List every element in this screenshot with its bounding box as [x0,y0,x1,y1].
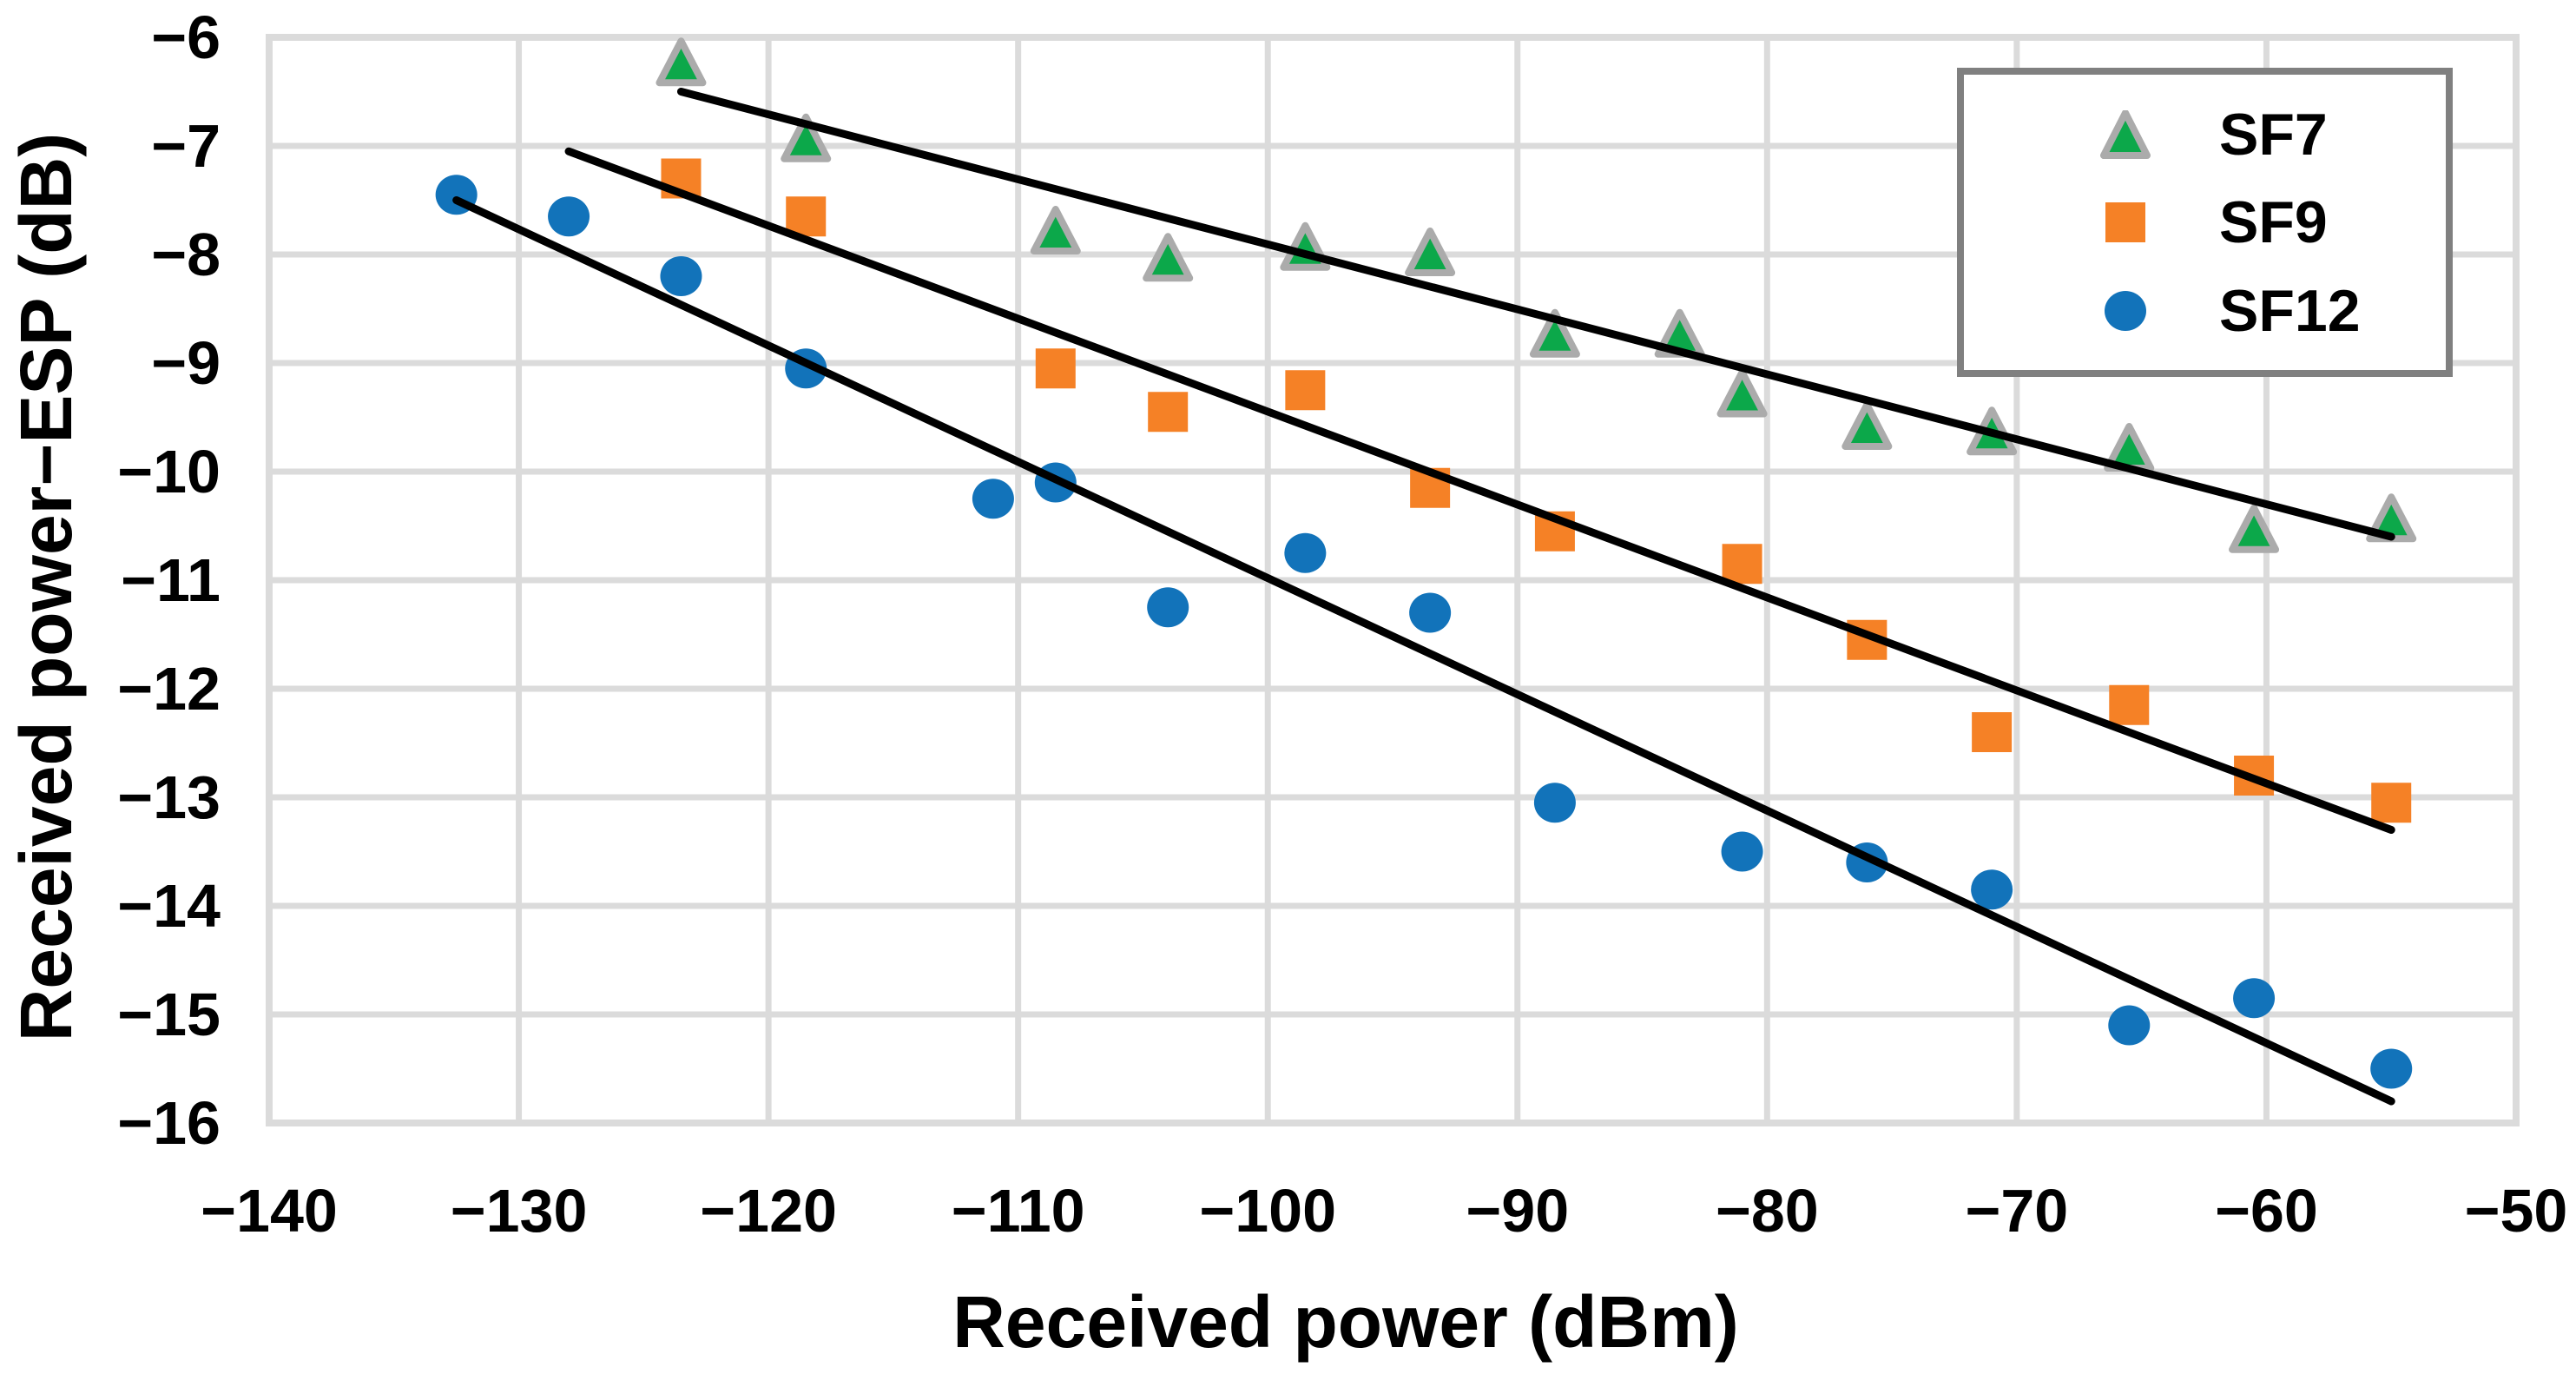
y-tick-label: −9 [151,329,221,397]
y-tick-label: −14 [117,872,221,940]
x-tick-label: −100 [1199,1177,1336,1245]
x-tick-label: −70 [1966,1177,2069,1245]
square-icon [2105,202,2145,242]
y-tick-label: −11 [121,546,221,614]
legend-item-sf7: SF7 [2099,101,2446,168]
square-glyph [2105,202,2145,242]
sf12-circle-marker [972,479,1014,519]
trendline-sf12 [452,196,2395,1106]
sf7-triangle-marker [1716,368,1768,418]
x-tick-label: −60 [2215,1177,2318,1245]
x-tick-label: −140 [201,1177,338,1245]
sf7-triangle-marker [1030,206,1081,254]
sf9-square-marker [2371,783,2412,823]
sf12-circle-marker [1533,783,1576,823]
y-tick-label: −13 [117,763,221,831]
sf7-triangle-marker [1841,401,1893,450]
y-tick-label: −16 [117,1089,221,1157]
y-tick-label: −15 [117,981,221,1048]
sf9-square-marker [1035,348,1076,389]
x-tick-label: −130 [451,1177,588,1245]
sf12-circle-marker [548,196,590,237]
sf9-square-marker [1148,392,1189,433]
sf12-circle-marker [2370,1048,2413,1089]
triangle-glyph [2100,109,2151,159]
circle-icon [2105,290,2146,331]
trendline-sf9 [564,147,2395,834]
legend: SF7 SF9 SF12 [1957,68,2453,377]
x-tick-label: −90 [1466,1177,1569,1245]
sf9-square-marker [1972,712,2013,752]
sf7-triangle-marker [1529,308,1580,358]
y-tick-label: −7 [151,112,221,180]
sf9-square-marker [786,196,827,237]
sf7-triangle-marker [2229,504,2280,553]
sf9-square-marker [1722,544,1762,585]
x-tick-label: −110 [952,1177,1085,1245]
sf12-circle-marker [1284,532,1327,573]
sf7-triangle-marker [781,113,832,162]
x-tick-label: −120 [700,1177,837,1245]
y-tick-label: −6 [151,3,221,71]
sf12-circle-marker [660,256,702,296]
sf7-triangle-marker [1405,228,1456,276]
y-axis-title: Received power−ESP (dB) [5,132,87,1042]
triangle-icon [2100,109,2151,159]
sf7-triangle-marker [1143,233,1194,282]
legend-label: SF12 [2219,277,2361,344]
trendline-sf7 [676,88,2395,541]
sf12-circle-marker [1721,831,1763,872]
y-tick-label: −8 [151,221,221,288]
y-tick-label: −12 [117,655,221,723]
circle-glyph [2105,290,2146,331]
legend-item-sf12: SF12 [2099,277,2446,345]
x-tick-label: −50 [2465,1177,2568,1245]
y-tick-label: −10 [117,438,221,505]
sf7-triangle-marker [656,37,707,87]
x-axis-title: Received power (dBm) [952,1281,1739,1363]
sf9-square-marker [1285,370,1326,411]
legend-item-sf9: SF9 [2099,188,2446,256]
sf12-circle-marker [2108,1005,2151,1046]
sf12-circle-marker [1147,587,1189,628]
legend-label: SF7 [2219,101,2328,168]
sf12-circle-marker [2233,978,2276,1019]
sf9-square-marker [2109,684,2150,725]
plot-area-border [266,34,2520,1126]
legend-label: SF9 [2219,189,2328,255]
sf12-circle-marker [1971,869,2013,910]
sf12-circle-marker [1409,592,1452,633]
x-tick-label: −80 [1716,1177,1819,1245]
